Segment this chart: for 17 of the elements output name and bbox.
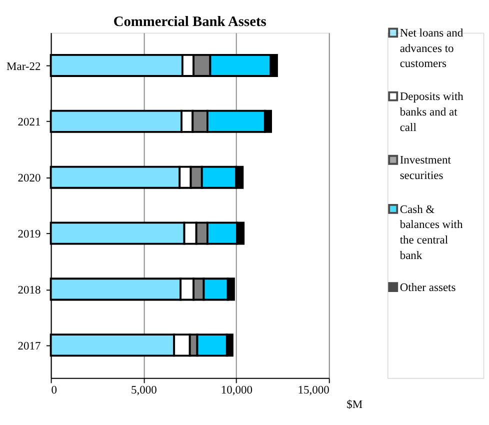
x-axis-title: $M <box>346 399 363 412</box>
chart-title: Commercial Bank Assets <box>113 14 267 30</box>
legend-label: Other assets <box>400 282 456 294</box>
legend-label: Cash & balances with the central bank <box>400 204 463 262</box>
y-tick-label: 2021 <box>18 116 41 129</box>
legend-label: Deposits with banks and at call <box>400 91 464 134</box>
x-tick-label: 15,000 <box>298 384 330 397</box>
legend-label: Net loans and advances to customers <box>400 28 464 70</box>
y-tick-label: 2018 <box>18 284 41 296</box>
x-tick-label: 5,000 <box>131 384 158 397</box>
legend-label: Investment securities <box>400 154 452 182</box>
y-tick-label: 2019 <box>18 228 41 241</box>
x-tick-label: 0 <box>51 384 58 397</box>
y-tick-label: Mar-22 <box>6 60 41 73</box>
y-tick-label: 2017 <box>18 340 41 352</box>
y-tick-label: 2020 <box>18 172 41 185</box>
x-tick-label: 10,000 <box>220 384 253 397</box>
